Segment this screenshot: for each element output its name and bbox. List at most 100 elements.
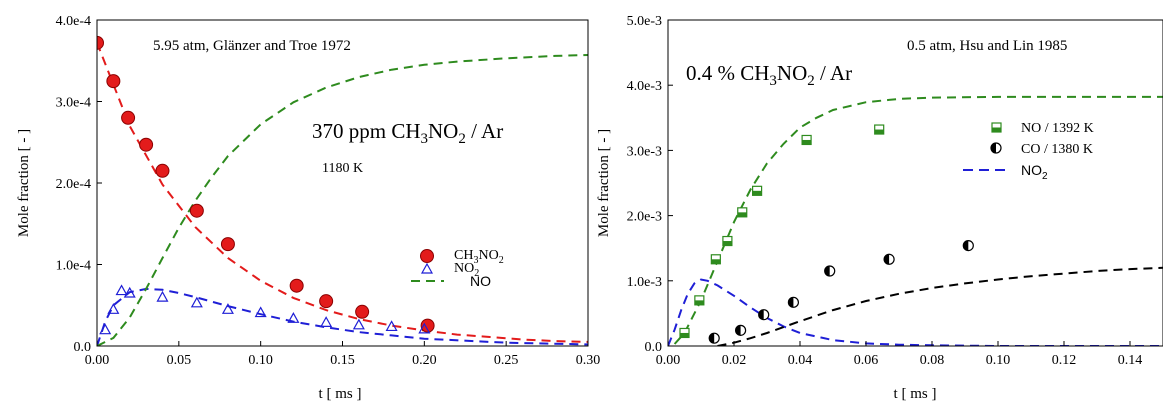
- point-no_exp: [801, 134, 812, 146]
- y-tick-label: 4.0e-3: [627, 79, 662, 94]
- x-axis-label: t [ ms ]: [894, 386, 937, 402]
- point-no2_exp: [385, 320, 398, 332]
- point-no2_exp: [123, 286, 136, 298]
- series-line-no2_model: [668, 278, 1163, 346]
- series-line-no_model: [97, 54, 588, 346]
- point-no2_exp: [221, 303, 234, 314]
- y-axis-label: Mole fraction [ - ]: [16, 129, 32, 237]
- plot-area-right: [668, 95, 1163, 346]
- point-no_exp: [710, 254, 721, 265]
- x-tick-label: 0.25: [494, 353, 519, 368]
- point-ch3no2_exp: [121, 110, 136, 125]
- point-no2_exp: [115, 284, 128, 296]
- x-tick-label: 0.30: [576, 353, 601, 368]
- y-tick-label: 3.0e-3: [627, 144, 662, 159]
- point-co_exp: [787, 296, 800, 308]
- point-no2_exp: [418, 322, 431, 334]
- point-no2_exp: [190, 296, 203, 308]
- y-tick-label: 4.0e-4: [56, 14, 91, 29]
- annotation-source: 0.5 atm, Hsu and Lin 1985: [907, 38, 1067, 54]
- legend-right: NO / 1392 K CO / 1380 K NO2: [963, 121, 1094, 182]
- axes-right: 0.00 0.02 0.04 0.06 0.08 0.10 0.12 0.14 0.0 1.0e-…: [627, 14, 1143, 368]
- point-no2_exp: [107, 303, 120, 314]
- point-co_exp: [824, 265, 836, 277]
- x-tick-label: 0.20: [412, 353, 437, 368]
- annotation-source: 5.95 atm, Glänzer and Troe 1972: [153, 38, 351, 54]
- x-tick-label: 0.05: [167, 353, 192, 368]
- x-tick-label: 0.10: [986, 353, 1011, 368]
- point-co_exp: [883, 253, 895, 265]
- annotation-mixture: 0.4 % CH3NO2 / Ar: [686, 61, 852, 89]
- x-tick-label: 0.10: [248, 353, 273, 368]
- x-tick-label: 0.00: [85, 353, 110, 368]
- point-no_exp: [694, 295, 705, 306]
- x-tick-label: 0.00: [656, 353, 681, 368]
- series-line-no_model: [673, 95, 1163, 345]
- chart-right: 0.00 0.02 0.04 0.06 0.08 0.10 0.12 0.14 0.0 1.0e-…: [596, 14, 1163, 402]
- point-ch3no2_exp: [289, 278, 304, 293]
- point-ch3no2_exp: [220, 237, 235, 252]
- point-ch3no2_exp: [189, 203, 204, 218]
- point-no2_exp: [99, 323, 112, 335]
- series-line-co_model: [717, 266, 1163, 346]
- y-axis-label: Mole fraction [ - ]: [596, 129, 612, 237]
- point-co_exp: [962, 239, 974, 252]
- series-line-no2_model: [97, 287, 588, 346]
- plot-frame-left: [96, 19, 589, 347]
- legend-ch3no2-marker: [420, 249, 434, 263]
- legend-left: CH3NO2 NO2 NO: [411, 248, 504, 289]
- y-tick-label: 3.0e-4: [56, 96, 91, 111]
- legend-co-label: CO / 1380 K: [1021, 142, 1093, 157]
- legend-no2-marker: [420, 262, 434, 274]
- point-no2_exp: [254, 306, 267, 318]
- point-no2_exp: [352, 318, 365, 330]
- y-tick-label: 1.0e-3: [627, 275, 662, 290]
- plot-area-left: [97, 35, 588, 346]
- chart-left: 0.00 0.05 0.10 0.15 0.20 0.25 0.30 0.0 1.0e-4 2.0…: [16, 14, 600, 402]
- legend-no2-label: NO2: [454, 261, 479, 279]
- x-tick-label: 0.04: [788, 353, 813, 368]
- point-no2_exp: [156, 290, 169, 302]
- legend-no-label: NO: [470, 273, 491, 289]
- point-no2_exp: [287, 312, 300, 323]
- y-tick-label: 2.0e-4: [56, 177, 91, 192]
- plot-frame-right: [667, 19, 1163, 347]
- point-co_exp: [758, 309, 770, 321]
- point-no_exp: [722, 235, 733, 247]
- y-tick-label: 1.0e-4: [56, 259, 91, 274]
- y-tick-label: 0.0: [645, 340, 663, 355]
- point-no_exp: [737, 207, 748, 218]
- legend-ch3no2-label: CH3NO2: [454, 248, 504, 266]
- y-tick-label: 0.0: [74, 340, 92, 355]
- series-line-ch3no2_model: [97, 42, 588, 343]
- point-co_exp: [734, 324, 747, 336]
- point-no2_exp: [320, 316, 333, 327]
- x-tick-label: 0.14: [1118, 353, 1143, 368]
- x-tick-label: 0.15: [330, 353, 355, 368]
- point-ch3no2_exp: [155, 163, 170, 178]
- point-ch3no2_exp: [106, 74, 121, 89]
- legend-no-label: NO / 1392 K: [1021, 121, 1094, 136]
- point-ch3no2_exp: [355, 304, 370, 319]
- legend-no-marker: [991, 122, 1002, 133]
- x-axis-label: t [ ms ]: [319, 386, 362, 402]
- point-ch3no2_exp: [97, 35, 104, 50]
- legend-co-marker: [990, 142, 1002, 154]
- x-tick-label: 0.12: [1052, 353, 1077, 368]
- x-tick-label: 0.08: [920, 353, 945, 368]
- point-no_exp: [874, 124, 885, 135]
- point-no_exp: [679, 327, 690, 339]
- point-ch3no2_exp: [319, 294, 334, 309]
- point-ch3no2_exp: [139, 137, 154, 152]
- x-tick-label: 0.02: [722, 353, 747, 368]
- annotation-temperature: 1180 K: [322, 161, 363, 176]
- point-ch3no2_exp: [420, 318, 435, 333]
- y-tick-label: 2.0e-3: [627, 210, 662, 225]
- x-tick-label: 0.06: [854, 353, 879, 368]
- y-tick-label: 5.0e-3: [627, 14, 662, 29]
- annotation-mixture: 370 ppm CH3NO2 / Ar: [312, 119, 503, 147]
- legend-no2-label: NO2: [1021, 162, 1048, 182]
- point-no_exp: [751, 185, 763, 196]
- axes-left: 0.00 0.05 0.10 0.15 0.20 0.25 0.30 0.0 1.0e-4 2.0…: [56, 14, 601, 368]
